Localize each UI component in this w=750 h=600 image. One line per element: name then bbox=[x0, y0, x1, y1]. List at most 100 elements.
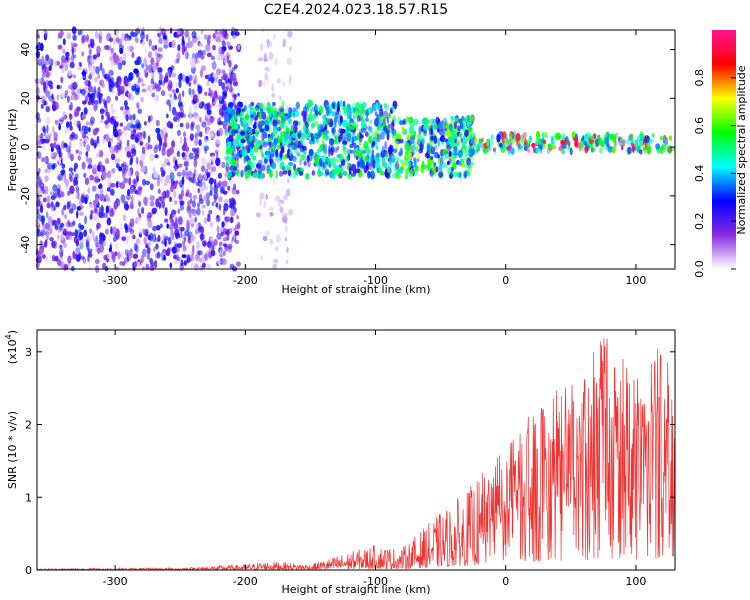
heatmap-cell bbox=[143, 130, 146, 140]
heatmap-cell bbox=[105, 205, 109, 214]
heatmap-cell bbox=[282, 38, 287, 48]
heatmap-cell bbox=[171, 89, 176, 94]
heatmap-cell bbox=[209, 221, 213, 228]
heatmap-cell bbox=[206, 52, 212, 58]
heatmap-cell bbox=[355, 150, 361, 157]
heatmap-cell bbox=[280, 119, 286, 125]
heatmap-cell bbox=[85, 95, 88, 103]
heatmap-cell bbox=[384, 151, 389, 157]
heatmap-cell bbox=[566, 146, 570, 153]
heatmap-cell bbox=[580, 138, 585, 144]
heatmap-cell bbox=[42, 125, 46, 134]
heatmap-cell bbox=[468, 115, 474, 122]
heatmap-cell bbox=[225, 85, 229, 91]
heatmap-cell bbox=[124, 114, 128, 120]
heatmap-cell bbox=[123, 200, 129, 206]
heatmap-cell bbox=[278, 170, 284, 177]
heatmap-cell bbox=[295, 110, 299, 118]
heatmap-cell bbox=[165, 99, 170, 105]
heatmap-cell bbox=[83, 229, 87, 237]
heatmap-cell bbox=[147, 234, 152, 241]
heatmap-cell bbox=[83, 172, 87, 178]
heatmap-cell bbox=[115, 37, 120, 43]
heatmap-cell bbox=[165, 72, 169, 80]
heatmap-cell bbox=[46, 202, 51, 209]
heatmap-cell bbox=[264, 71, 268, 81]
heatmap-cell bbox=[114, 121, 119, 128]
heatmap-cell bbox=[197, 85, 203, 94]
heatmap-cell bbox=[336, 146, 340, 151]
heatmap-cell bbox=[40, 104, 44, 109]
heatmap-cell bbox=[181, 35, 185, 44]
heatmap-cell bbox=[231, 146, 235, 152]
heatmap-cell bbox=[64, 127, 70, 133]
heatmap-cell bbox=[177, 208, 181, 214]
heatmap-cell bbox=[223, 203, 229, 212]
heatmap-cell bbox=[64, 114, 67, 120]
heatmap-cell bbox=[298, 130, 302, 136]
heatmap-cell bbox=[209, 164, 213, 171]
heatmap-cell bbox=[357, 146, 363, 154]
heatmap-cell bbox=[164, 218, 169, 223]
heatmap-cell bbox=[36, 151, 42, 159]
heatmap-cell bbox=[196, 202, 201, 208]
heatmap-cell bbox=[303, 161, 307, 166]
heatmap-cell bbox=[134, 123, 139, 129]
snr-x-tick-label: 100 bbox=[625, 575, 646, 588]
heatmap-cell bbox=[79, 128, 83, 133]
heatmap-cell bbox=[574, 140, 578, 148]
heatmap-cell bbox=[92, 65, 97, 71]
heatmap-cell bbox=[639, 149, 643, 155]
heatmap-cell bbox=[90, 98, 95, 106]
heatmap-cell bbox=[88, 65, 92, 72]
heatmap-cell bbox=[230, 117, 235, 125]
heatmap-cell bbox=[276, 78, 281, 84]
heatmap-cell bbox=[452, 171, 458, 178]
heatmap-cell bbox=[288, 209, 294, 216]
heatmap-cell bbox=[151, 72, 155, 80]
heatmap-cell bbox=[275, 148, 279, 158]
heatmap-cell bbox=[448, 150, 452, 158]
heatmap-cell bbox=[68, 84, 71, 90]
heatmap-cell bbox=[61, 163, 66, 169]
heatmap-cell bbox=[463, 170, 468, 179]
heatmap-cell bbox=[469, 126, 472, 131]
heatmap-cell bbox=[394, 162, 398, 169]
heatmap-cell bbox=[110, 188, 115, 196]
heatmap-cell bbox=[252, 123, 257, 129]
heatmap-cell bbox=[89, 94, 93, 99]
heatmap-cell bbox=[422, 125, 428, 131]
heatmap-cell bbox=[164, 178, 168, 187]
heatmap-cell bbox=[137, 180, 141, 187]
heatmap-cell bbox=[178, 193, 182, 201]
heatmap-cell bbox=[161, 192, 166, 197]
heatmap-cell bbox=[49, 237, 54, 242]
heatmap-cell bbox=[342, 140, 348, 146]
heatmap-cell bbox=[75, 192, 79, 200]
heatmap-cell bbox=[308, 139, 313, 145]
heatmap-cell bbox=[350, 125, 356, 131]
heatmap-cell bbox=[295, 101, 300, 110]
heatmap-cell bbox=[136, 101, 140, 109]
heatmap-cell bbox=[191, 37, 198, 44]
heatmap-cell bbox=[250, 139, 255, 149]
heatmap-cell bbox=[92, 54, 98, 60]
heatmap-cell bbox=[281, 165, 286, 171]
heatmap-cell bbox=[511, 132, 515, 140]
heatmap-cell bbox=[198, 101, 203, 107]
heatmap-cell bbox=[178, 180, 183, 188]
heatmap-cell bbox=[150, 261, 155, 267]
heatmap-cell bbox=[173, 221, 179, 230]
heatmap-cell bbox=[279, 95, 282, 102]
heatmap-cell bbox=[218, 127, 224, 137]
heatmap-cell bbox=[263, 52, 268, 62]
heatmap-cell bbox=[258, 79, 263, 88]
heatmap-cell bbox=[303, 152, 307, 162]
spectrogram-x-tick-label: -300 bbox=[103, 274, 128, 287]
heatmap-cell bbox=[231, 198, 237, 208]
heatmap-cell bbox=[140, 165, 146, 173]
heatmap-cell bbox=[143, 69, 148, 74]
heatmap-cell bbox=[339, 115, 343, 124]
heatmap-cell bbox=[50, 146, 54, 153]
heatmap-cell bbox=[352, 113, 357, 120]
